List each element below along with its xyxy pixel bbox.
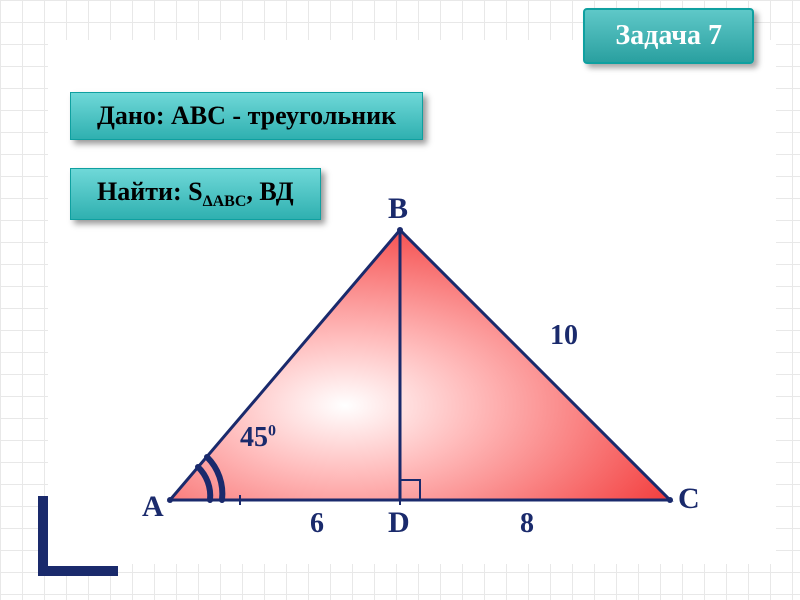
angle-a-label: 450 <box>240 422 276 454</box>
triangle-diagram: А В С D 6 8 10 450 <box>130 170 690 570</box>
corner-decoration <box>38 496 118 576</box>
given-text: Дано: АВС - треугольник <box>97 101 396 130</box>
vertex-d-label: D <box>388 506 410 540</box>
vertex-a-label: А <box>142 490 164 524</box>
vertex-a-dot <box>167 497 173 503</box>
task-title-tab: Задача 7 <box>583 8 754 64</box>
edge-ad-label: 6 <box>310 508 324 540</box>
vertex-b-label: В <box>388 192 408 226</box>
vertex-c-label: С <box>678 482 700 516</box>
angle-value: 45 <box>240 422 268 453</box>
edge-dc-label: 8 <box>520 508 534 540</box>
triangle-fill <box>170 230 670 500</box>
given-box: Дано: АВС - треугольник <box>70 92 423 140</box>
task-title-text: Задача 7 <box>615 20 722 51</box>
triangle-svg <box>130 170 690 570</box>
vertex-c-dot <box>667 497 673 503</box>
vertex-b-dot <box>397 227 403 233</box>
edge-bc-label: 10 <box>550 320 578 352</box>
angle-degree-sup: 0 <box>268 423 276 440</box>
